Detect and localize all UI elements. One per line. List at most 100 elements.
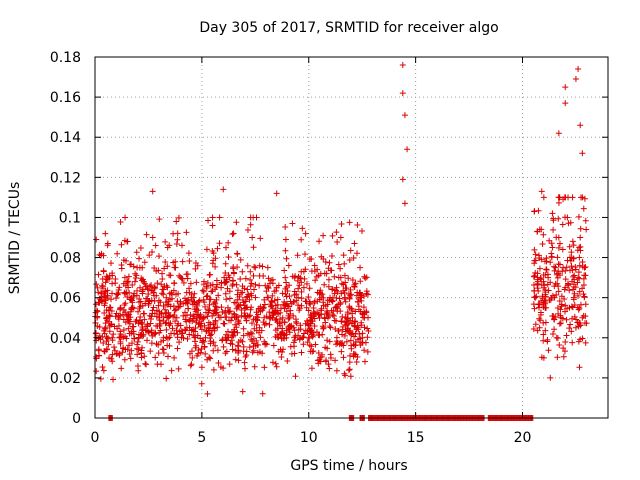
scatter-point — [326, 323, 333, 330]
scatter-point — [296, 282, 303, 289]
scatter-point — [559, 221, 566, 228]
scatter-point — [358, 322, 365, 329]
scatter-point — [580, 205, 587, 212]
data-point — [188, 294, 195, 301]
scatter-point — [342, 322, 349, 329]
scatter-point — [162, 306, 169, 313]
scatter-point — [337, 265, 344, 272]
scatter-point — [102, 230, 109, 237]
scatter-point — [554, 254, 561, 261]
scatter-point — [94, 284, 101, 291]
scatter-point — [319, 331, 326, 338]
scatter-point — [218, 279, 225, 286]
scatter-point — [186, 257, 193, 264]
scatter-point — [233, 281, 240, 288]
scatter-point — [363, 308, 370, 315]
scatter-point — [555, 244, 562, 251]
data-point — [175, 304, 182, 311]
scatter-point — [569, 194, 576, 201]
scatter-point — [254, 341, 261, 348]
y-tick-label: 0.02 — [50, 371, 81, 387]
scatter-point — [197, 349, 204, 356]
scatter-point — [575, 292, 582, 299]
scatter-point — [540, 194, 547, 201]
data-point — [579, 150, 586, 157]
scatter-point — [320, 302, 327, 309]
scatter-point — [244, 312, 251, 319]
data-point — [399, 176, 406, 183]
scatter-point — [92, 309, 99, 316]
scatter-point — [362, 339, 369, 346]
scatter-point — [569, 315, 576, 322]
scatter-point — [360, 304, 367, 311]
scatter-point — [536, 254, 543, 261]
data-point — [401, 112, 408, 119]
scatter-point — [364, 334, 371, 341]
scatter-point — [338, 290, 345, 297]
scatter-point — [305, 294, 312, 301]
scatter-point — [107, 304, 114, 311]
scatter-point — [282, 290, 289, 297]
y-axis-label: SRMTID / TECUs — [7, 182, 23, 295]
scatter-point — [286, 293, 293, 300]
scatter-point — [240, 325, 247, 332]
scatter-point — [544, 281, 551, 288]
scatter-point — [327, 324, 334, 331]
scatter-point — [157, 327, 164, 334]
scatter-point — [96, 352, 103, 359]
scatter-point — [307, 311, 314, 318]
scatter-point — [556, 194, 563, 201]
scatter-point — [247, 306, 254, 313]
data-point — [171, 354, 178, 361]
scatter-point — [171, 280, 178, 287]
scatter-point — [315, 312, 322, 319]
scatter-point — [108, 321, 115, 328]
data-point — [239, 338, 246, 345]
scatter-point — [291, 334, 298, 341]
scatter-point — [99, 364, 106, 371]
scatter-point — [218, 304, 225, 311]
data-point — [562, 100, 569, 107]
scatter-point — [108, 296, 115, 303]
scatter-point — [216, 214, 223, 221]
scatter-point — [560, 353, 567, 360]
scatter-point — [539, 241, 546, 248]
scatter-point — [252, 281, 259, 288]
scatter-point — [543, 266, 550, 273]
scatter-point — [341, 289, 348, 296]
scatter-point — [563, 332, 570, 339]
scatter-point — [155, 253, 162, 260]
scatter-point — [168, 367, 175, 374]
scatter-point — [531, 246, 538, 253]
scatter-point — [233, 305, 240, 312]
scatter-point — [277, 331, 284, 338]
scatter-point — [569, 238, 576, 245]
scatter-point — [556, 298, 563, 305]
scatter-point — [571, 301, 578, 308]
scatter-point — [123, 335, 130, 342]
scatter-point — [231, 299, 238, 306]
y-tick-label: 0.18 — [50, 50, 81, 66]
data-point — [324, 314, 331, 321]
scatter-point — [322, 258, 329, 265]
data-point — [543, 304, 550, 311]
scatter-point — [238, 312, 245, 319]
data-point — [156, 314, 163, 321]
scatter-point — [158, 281, 165, 288]
data-point — [164, 244, 171, 251]
scatter-point — [175, 320, 182, 327]
scatter-point — [542, 319, 549, 326]
chart-title: Day 305 of 2017, SRMTID for receiver alg… — [199, 20, 498, 36]
data-point — [149, 188, 156, 195]
scatter-point — [540, 337, 547, 344]
scatter-point — [210, 300, 217, 307]
data-point — [577, 122, 584, 129]
scatter-point — [300, 284, 307, 291]
scatter-point — [121, 356, 128, 363]
scatter-point — [266, 309, 273, 316]
scatter-point — [127, 355, 134, 362]
scatter-point — [198, 345, 205, 352]
scatter-point — [235, 357, 242, 364]
scatter-point — [241, 285, 248, 292]
